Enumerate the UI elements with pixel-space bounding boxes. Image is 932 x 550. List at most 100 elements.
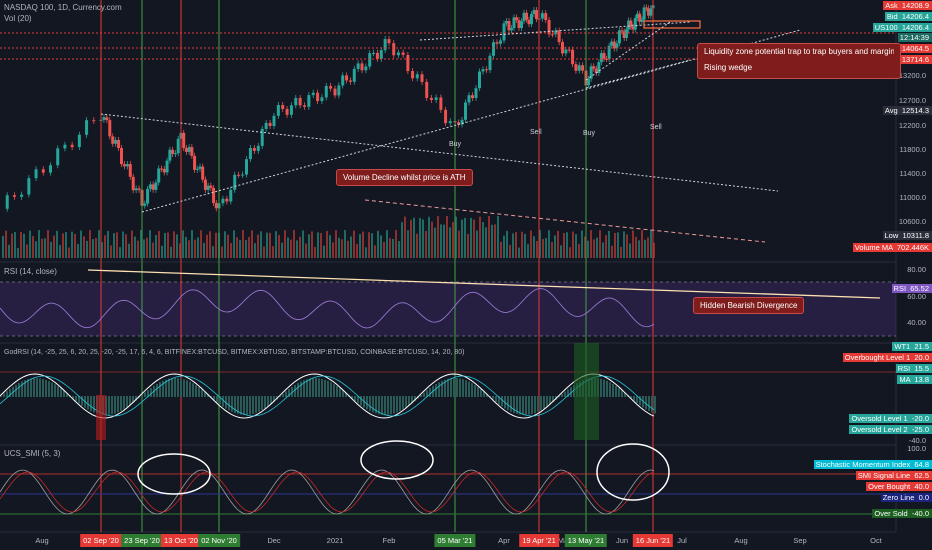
godrsi-bar xyxy=(222,396,224,407)
godrsi-bar xyxy=(150,387,152,397)
volume-bar xyxy=(419,218,421,258)
volume-bar xyxy=(578,243,580,258)
godrsi-bar xyxy=(540,396,542,411)
godrsi-bar xyxy=(261,396,263,411)
candle xyxy=(644,7,648,9)
candle xyxy=(212,187,216,203)
godrsi-bar xyxy=(147,390,149,397)
godrsi-bar xyxy=(279,396,281,398)
godrsi-bar xyxy=(273,396,275,402)
volume-bar xyxy=(605,235,607,258)
candle xyxy=(225,198,229,202)
volume-bar xyxy=(587,240,589,258)
godrsi-bar xyxy=(117,396,119,413)
date-flag[interactable]: 16 Jun '21 xyxy=(632,534,674,547)
candle xyxy=(102,117,106,120)
volume-bar xyxy=(248,237,250,258)
candle xyxy=(324,85,328,98)
volume-bar xyxy=(461,219,463,258)
volume-bar xyxy=(653,242,655,258)
volume-bar xyxy=(41,238,43,258)
volume-bar xyxy=(563,233,565,258)
volume-bar xyxy=(161,245,163,258)
volume-bar xyxy=(626,234,628,258)
godrsi-bar xyxy=(243,396,245,415)
candle xyxy=(627,20,631,30)
wedge-upper-line xyxy=(585,21,671,81)
volume-bar xyxy=(296,240,298,258)
godrsi-bar xyxy=(570,387,572,397)
godrsi-bar xyxy=(345,392,347,397)
candle xyxy=(206,185,210,190)
volume-bar xyxy=(518,247,520,258)
godrsi-bar xyxy=(141,394,143,397)
buy-label: Buy xyxy=(449,141,462,148)
volume-bar xyxy=(188,240,190,258)
godrsi-bar xyxy=(420,395,422,397)
price-tick: 11400.0 xyxy=(899,169,926,178)
candle xyxy=(134,188,138,191)
candle xyxy=(154,182,158,190)
godrsi-bar xyxy=(192,383,194,397)
godrsi-bar xyxy=(342,390,344,397)
volume-bar xyxy=(227,234,229,258)
godrsi-bar xyxy=(309,378,311,397)
candle xyxy=(276,104,280,116)
candle xyxy=(214,202,218,209)
godrsi-bar xyxy=(72,396,74,399)
candle xyxy=(647,8,651,16)
volume-bar xyxy=(134,236,136,258)
volume-bar xyxy=(479,216,481,258)
volume-bar xyxy=(311,231,313,258)
godrsi-bar xyxy=(426,390,428,397)
date-flag[interactable]: 23 Sep '20 xyxy=(121,534,163,547)
godrsi-bar xyxy=(57,386,59,397)
volume-bar xyxy=(329,235,331,258)
volume-bar xyxy=(26,244,28,258)
price-tick: 11000.0 xyxy=(899,193,926,202)
volume-bar xyxy=(347,240,349,258)
smi-highlight-circle xyxy=(137,453,211,495)
volume-bar xyxy=(635,236,637,258)
divergence-callout[interactable]: Hidden Bearish Divergence xyxy=(693,297,805,314)
date-flag[interactable]: 02 Nov '20 xyxy=(198,534,240,547)
volume-bar xyxy=(650,230,652,258)
candle xyxy=(125,164,129,167)
godrsi-bar xyxy=(480,389,482,397)
candle xyxy=(108,120,112,137)
godrsi-bar xyxy=(492,396,494,400)
candle xyxy=(187,147,191,152)
candle xyxy=(298,97,302,106)
liquidity-callout[interactable]: Liquidity zone potential trap to trap bu… xyxy=(697,43,901,79)
candle xyxy=(77,134,81,148)
volume-callout[interactable]: Volume Decline whilst price is ATH xyxy=(336,169,473,186)
volume-bar xyxy=(425,230,427,258)
godrsi-bar xyxy=(561,393,563,397)
volume-bar xyxy=(458,230,460,258)
date-flag[interactable]: 13 May '21 xyxy=(564,534,608,547)
date-flag[interactable]: 19 Apr '21 xyxy=(519,534,559,547)
godrsi-wt-line xyxy=(0,373,655,419)
date-flag[interactable]: 05 Mar '21 xyxy=(434,534,476,547)
candle xyxy=(34,169,38,179)
godrsi-bar xyxy=(219,396,221,405)
godrsi-bar xyxy=(435,384,437,397)
godrsi-buy-zone xyxy=(574,343,599,440)
candle xyxy=(329,85,333,89)
volume-bar xyxy=(143,239,145,258)
volume-bar xyxy=(254,243,256,258)
candle xyxy=(85,120,89,135)
candle xyxy=(411,71,415,79)
date-flag[interactable]: 02 Sep '20 xyxy=(80,534,122,547)
price-tick: 11800.0 xyxy=(899,145,926,154)
candle xyxy=(481,69,485,72)
godrsi-bar xyxy=(333,384,335,397)
godrsi-bar xyxy=(3,393,5,397)
date-flag[interactable]: 13 Oct '20 xyxy=(161,534,201,547)
godrsi-bar xyxy=(615,385,617,397)
symbol-price-badge: US100 14206.4 xyxy=(872,23,932,32)
candle xyxy=(610,41,614,46)
volume-bar xyxy=(467,233,469,258)
